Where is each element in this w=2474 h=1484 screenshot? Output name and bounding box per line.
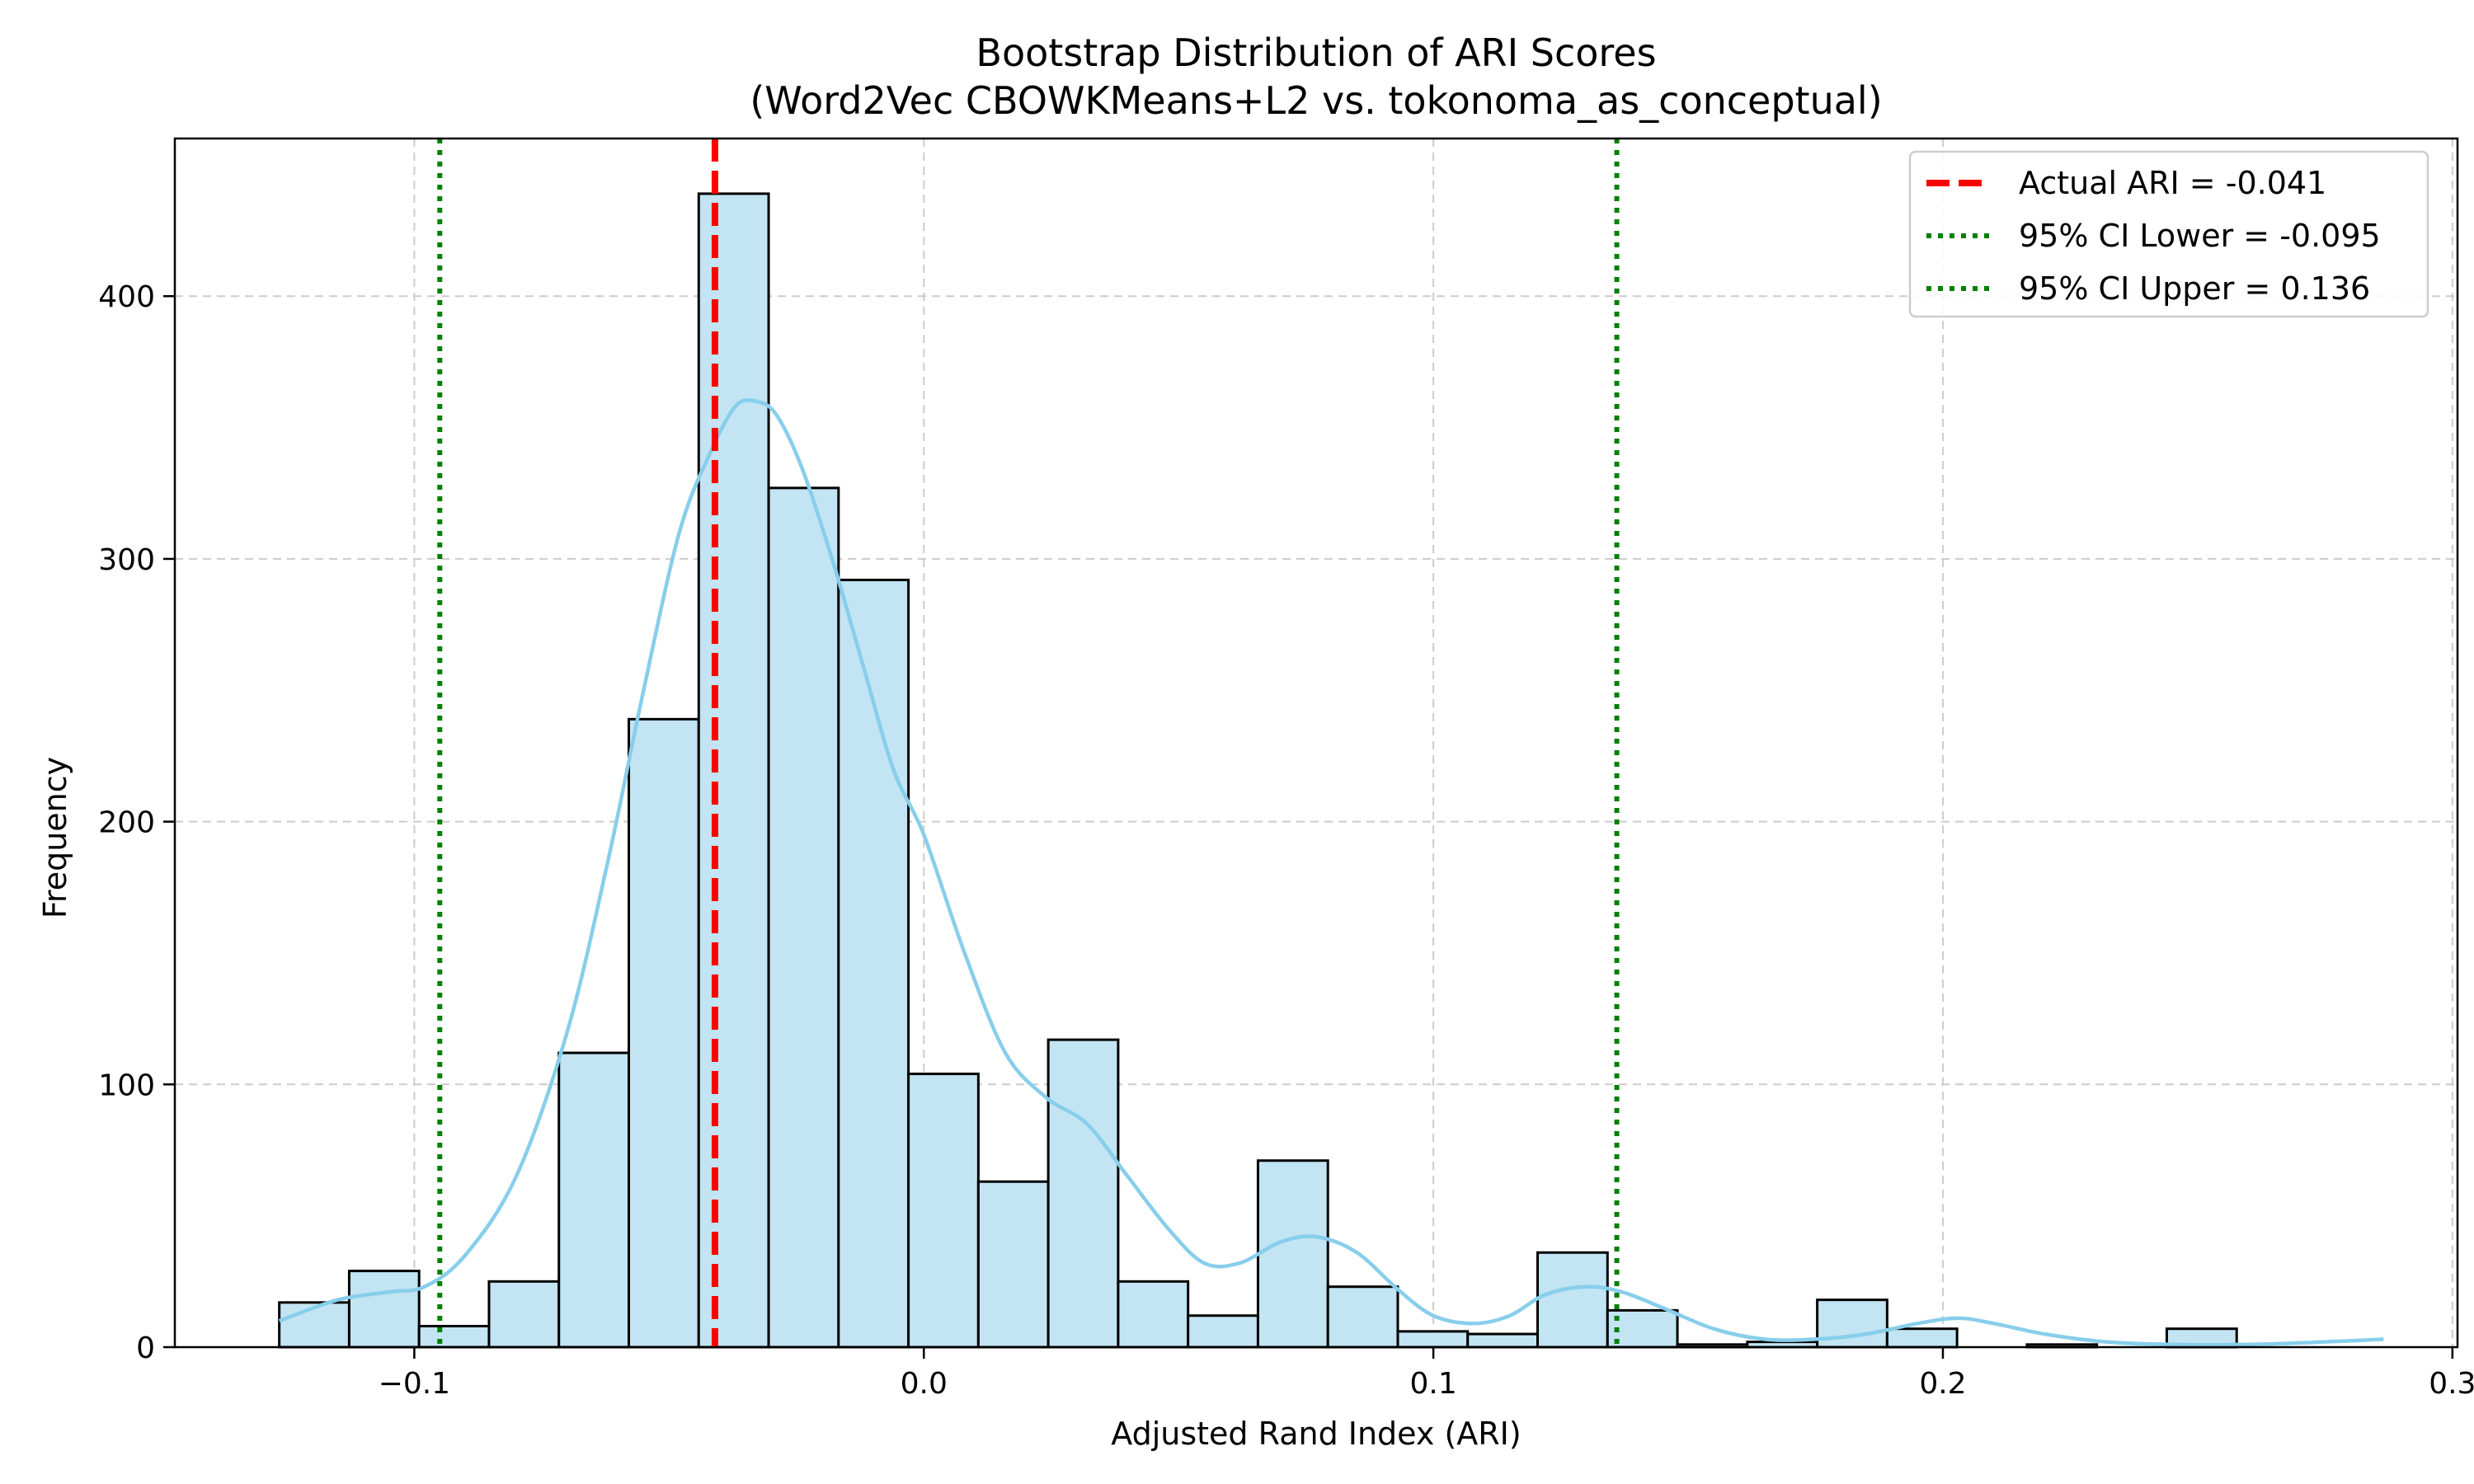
kde-curve-group — [278, 397, 2384, 1347]
chart-title: Bootstrap Distribution of ARI Scores — [976, 31, 1656, 75]
histogram-bar — [1466, 1332, 1540, 1349]
histogram-bar — [1885, 1327, 1959, 1349]
x-tick-label: 0.2 — [1919, 1367, 1966, 1401]
legend-label: Actual ARI = -0.041 — [2019, 165, 2326, 201]
y-axis-label: Frequency — [37, 757, 73, 918]
axis-ticks: −0.1 0.0 0.1 0.2 0.3 0 100 200 300 400 — [98, 280, 2474, 1401]
y-tick-label: 0 — [136, 1331, 155, 1365]
histogram-bar — [837, 578, 910, 1349]
histogram-bar — [347, 1270, 421, 1349]
histogram-bar — [1187, 1314, 1259, 1349]
histogram-bar — [557, 1051, 631, 1349]
histogram-bar — [487, 1280, 561, 1349]
legend: Actual ARI = -0.041 95% CI Lower = -0.095… — [1908, 150, 2429, 318]
y-tick-label: 100 — [98, 1068, 155, 1102]
histogram-bar — [767, 486, 840, 1349]
histogram-bar — [1047, 1038, 1120, 1349]
histogram-bar — [417, 1325, 491, 1349]
histogram-bar — [1396, 1330, 1470, 1349]
histogram-bar — [697, 192, 770, 1349]
legend-box — [1908, 150, 2429, 318]
kde-curve — [278, 397, 2384, 1347]
reference-lines — [437, 139, 1620, 1347]
chart-subtitle: (Word2Vec CBOWKMeans+L2 vs. tokonoma_as_… — [750, 78, 1882, 123]
histogram-bar — [1326, 1285, 1399, 1349]
histogram-bar — [1536, 1251, 1609, 1349]
x-tick-label: 0.0 — [901, 1367, 948, 1401]
y-tick-label: 400 — [98, 280, 155, 314]
x-tick-label: 0.3 — [2429, 1367, 2474, 1401]
x-tick-label: 0.1 — [1409, 1367, 1456, 1401]
histogram-bars — [278, 192, 2238, 1349]
x-tick-label: −0.1 — [379, 1367, 450, 1401]
histogram-bar — [976, 1180, 1050, 1349]
histogram-bar — [1256, 1159, 1329, 1349]
plot-frame — [173, 137, 2459, 1349]
histogram-bar — [1117, 1280, 1190, 1349]
legend-label: 95% CI Upper = 0.136 — [2019, 270, 2370, 307]
legend-label: 95% CI Lower = -0.095 — [2019, 218, 2381, 254]
x-axis-label: Adjusted Rand Index (ARI) — [1111, 1416, 1521, 1452]
histogram-bar — [907, 1073, 980, 1349]
y-tick-label: 300 — [98, 543, 155, 577]
y-tick-label: 200 — [98, 806, 155, 840]
histogram-bar — [628, 717, 700, 1349]
